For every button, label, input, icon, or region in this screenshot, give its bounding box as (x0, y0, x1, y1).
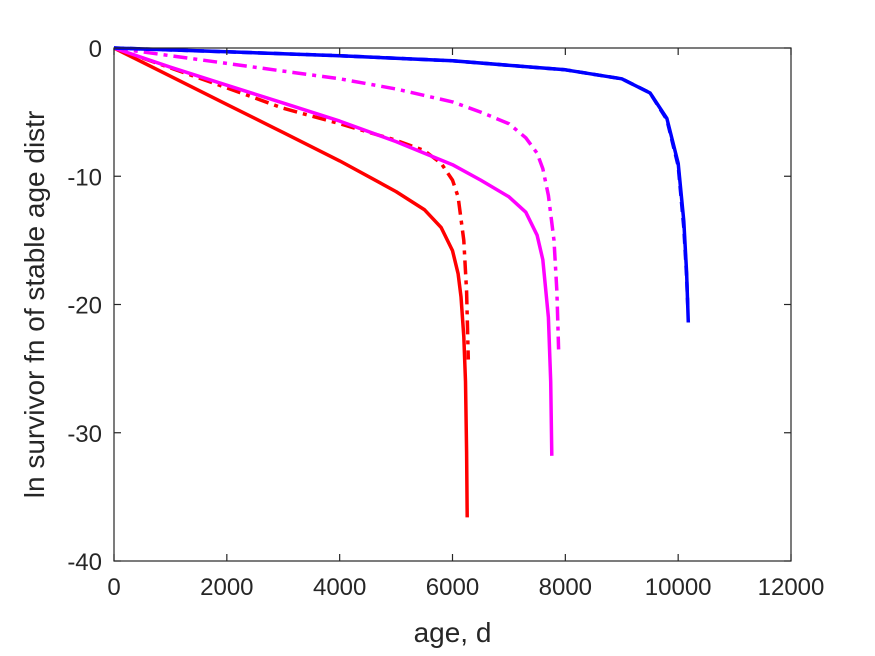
series-line-1 (113, 46, 469, 518)
y-axis-ticks: 0 -10 -20 -30 -40 (67, 36, 791, 576)
y-tick-label: -20 (67, 293, 102, 320)
y-axis-label: ln survivor fn of stable age distr (19, 111, 50, 499)
x-tick-label: 10000 (645, 574, 712, 601)
y-tick-label: 0 (89, 36, 102, 63)
y-tick-label: -30 (67, 421, 102, 448)
x-axis-label: age, d (414, 617, 492, 648)
x-tick-label: 2000 (200, 574, 253, 601)
y-tick-label: -10 (67, 164, 102, 191)
series-line-5 (113, 46, 691, 323)
series-line-6 (113, 46, 690, 308)
x-tick-label: 8000 (539, 574, 592, 601)
series-line-4 (113, 46, 561, 350)
series-line-3 (113, 46, 554, 456)
x-tick-label: 6000 (426, 574, 479, 601)
series-layer (113, 46, 691, 518)
x-tick-label: 0 (107, 574, 120, 601)
x-tick-label: 12000 (758, 574, 825, 601)
series-line-2 (113, 46, 471, 360)
plot-area-frame (113, 47, 792, 562)
x-axis-ticks: 0 2000 4000 6000 8000 10000 12000 (107, 48, 824, 601)
x-tick-label: 4000 (313, 574, 366, 601)
y-tick-label: -40 (67, 549, 102, 576)
